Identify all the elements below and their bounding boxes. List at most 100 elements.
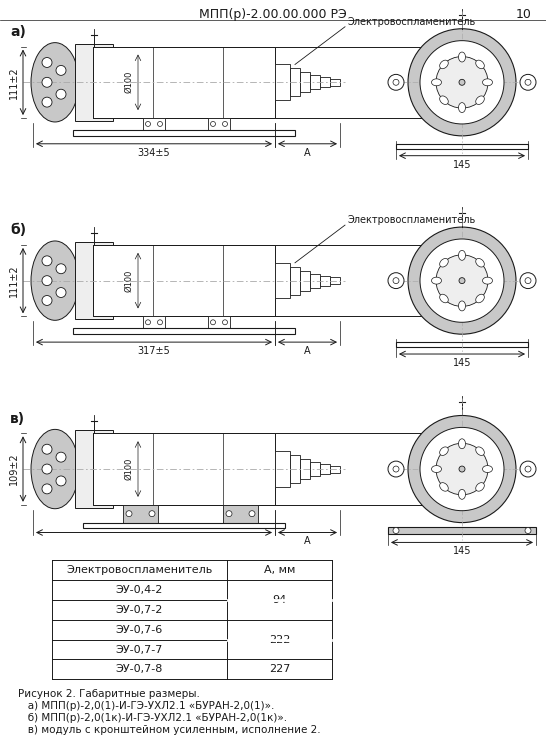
Circle shape: [223, 320, 228, 325]
Circle shape: [249, 511, 255, 517]
Bar: [320, 276, 330, 286]
Ellipse shape: [459, 301, 466, 311]
Bar: [73, 328, 295, 334]
Text: 94: 94: [272, 595, 287, 605]
Bar: [123, 505, 158, 523]
Circle shape: [42, 464, 52, 474]
Text: Электровоспламенитель: Электровоспламенитель: [347, 215, 475, 225]
Ellipse shape: [440, 483, 448, 491]
Bar: [93, 245, 275, 316]
Circle shape: [42, 57, 52, 68]
Circle shape: [420, 40, 504, 124]
Bar: [320, 464, 330, 474]
Ellipse shape: [431, 277, 442, 284]
Text: ЭУ-0,7-8: ЭУ-0,7-8: [116, 665, 163, 674]
Ellipse shape: [476, 447, 484, 456]
Text: ЭУ-0,7-7: ЭУ-0,7-7: [116, 645, 163, 654]
Text: 227: 227: [269, 665, 290, 674]
Bar: [93, 46, 479, 118]
Bar: [223, 505, 258, 523]
Bar: [290, 68, 300, 96]
Circle shape: [211, 320, 216, 325]
Ellipse shape: [31, 429, 79, 509]
Circle shape: [149, 511, 155, 517]
Circle shape: [525, 277, 531, 283]
Ellipse shape: [440, 294, 448, 302]
Text: в): в): [10, 411, 25, 425]
Ellipse shape: [31, 241, 79, 320]
Circle shape: [56, 476, 66, 486]
Circle shape: [226, 511, 232, 517]
Text: б) МПП(р)-2,0(1к)-И-ГЭ-УХЛ2.1 «БУРАН-2,0(1к)».: б) МПП(р)-2,0(1к)-И-ГЭ-УХЛ2.1 «БУРАН-2,0…: [18, 713, 287, 723]
Bar: [73, 130, 295, 136]
Text: Электровоспламенитель: Электровоспламенитель: [67, 565, 212, 576]
Text: Электровоспламенитель: Электровоспламенитель: [347, 17, 475, 26]
Text: а) МПП(р)-2,0(1)-И-ГЭ-УХЛ2.1 «БУРАН-2,0(1)».: а) МПП(р)-2,0(1)-И-ГЭ-УХЛ2.1 «БУРАН-2,0(…: [18, 701, 275, 711]
Ellipse shape: [476, 294, 484, 302]
Text: ЭУ-0,7-6: ЭУ-0,7-6: [116, 625, 163, 634]
Circle shape: [56, 288, 66, 297]
Circle shape: [408, 416, 516, 523]
Circle shape: [520, 461, 536, 477]
Ellipse shape: [459, 52, 466, 62]
Bar: [75, 242, 113, 319]
Circle shape: [56, 66, 66, 75]
Text: ЭУ-0,7-2: ЭУ-0,7-2: [116, 605, 163, 615]
Circle shape: [408, 227, 516, 334]
Ellipse shape: [440, 447, 448, 456]
Text: 145: 145: [453, 358, 471, 368]
Text: МПП(р)-2.00.00.000 РЭ: МПП(р)-2.00.00.000 РЭ: [199, 8, 347, 21]
Ellipse shape: [483, 277, 492, 284]
Bar: [275, 263, 290, 299]
Text: б): б): [10, 223, 26, 237]
Ellipse shape: [440, 60, 448, 68]
Circle shape: [436, 443, 488, 495]
Circle shape: [393, 466, 399, 472]
Circle shape: [42, 256, 52, 266]
Circle shape: [393, 277, 399, 283]
Text: Рисунок 2. Габаритные размеры.: Рисунок 2. Габаритные размеры.: [18, 689, 200, 699]
Text: 111±2: 111±2: [9, 66, 19, 99]
Circle shape: [388, 74, 404, 91]
Text: 145: 145: [453, 160, 471, 170]
Bar: [330, 79, 340, 86]
Circle shape: [42, 296, 52, 305]
Bar: [388, 526, 536, 534]
Circle shape: [420, 428, 504, 511]
Bar: [330, 466, 340, 473]
Text: Ø100: Ø100: [124, 458, 133, 480]
Ellipse shape: [459, 439, 466, 449]
Text: 334±5: 334±5: [138, 148, 170, 158]
Text: A: A: [304, 148, 311, 158]
Circle shape: [436, 255, 488, 306]
Text: А, мм: А, мм: [264, 565, 295, 576]
Circle shape: [520, 273, 536, 289]
Circle shape: [42, 484, 52, 494]
Ellipse shape: [440, 258, 448, 267]
Bar: [75, 431, 113, 508]
Ellipse shape: [483, 79, 492, 86]
Circle shape: [42, 445, 52, 454]
Circle shape: [459, 466, 465, 472]
Text: A: A: [304, 537, 311, 546]
Bar: [143, 316, 165, 328]
Text: 145: 145: [453, 546, 471, 556]
Ellipse shape: [431, 466, 442, 473]
Bar: [330, 277, 340, 284]
Circle shape: [145, 121, 151, 127]
Circle shape: [525, 79, 531, 85]
Circle shape: [388, 461, 404, 477]
Circle shape: [42, 97, 52, 107]
Text: в) модуль с кронштейном усиленным, исполнение 2.: в) модуль с кронштейном усиленным, испол…: [18, 725, 321, 735]
Text: 10: 10: [516, 8, 532, 21]
Bar: [396, 144, 528, 149]
Bar: [310, 274, 320, 288]
Circle shape: [525, 528, 531, 534]
Bar: [300, 459, 310, 479]
Circle shape: [157, 320, 163, 325]
Text: 317±5: 317±5: [138, 346, 170, 356]
Circle shape: [525, 466, 531, 472]
Ellipse shape: [459, 250, 466, 261]
Circle shape: [408, 29, 516, 136]
Ellipse shape: [459, 102, 466, 113]
